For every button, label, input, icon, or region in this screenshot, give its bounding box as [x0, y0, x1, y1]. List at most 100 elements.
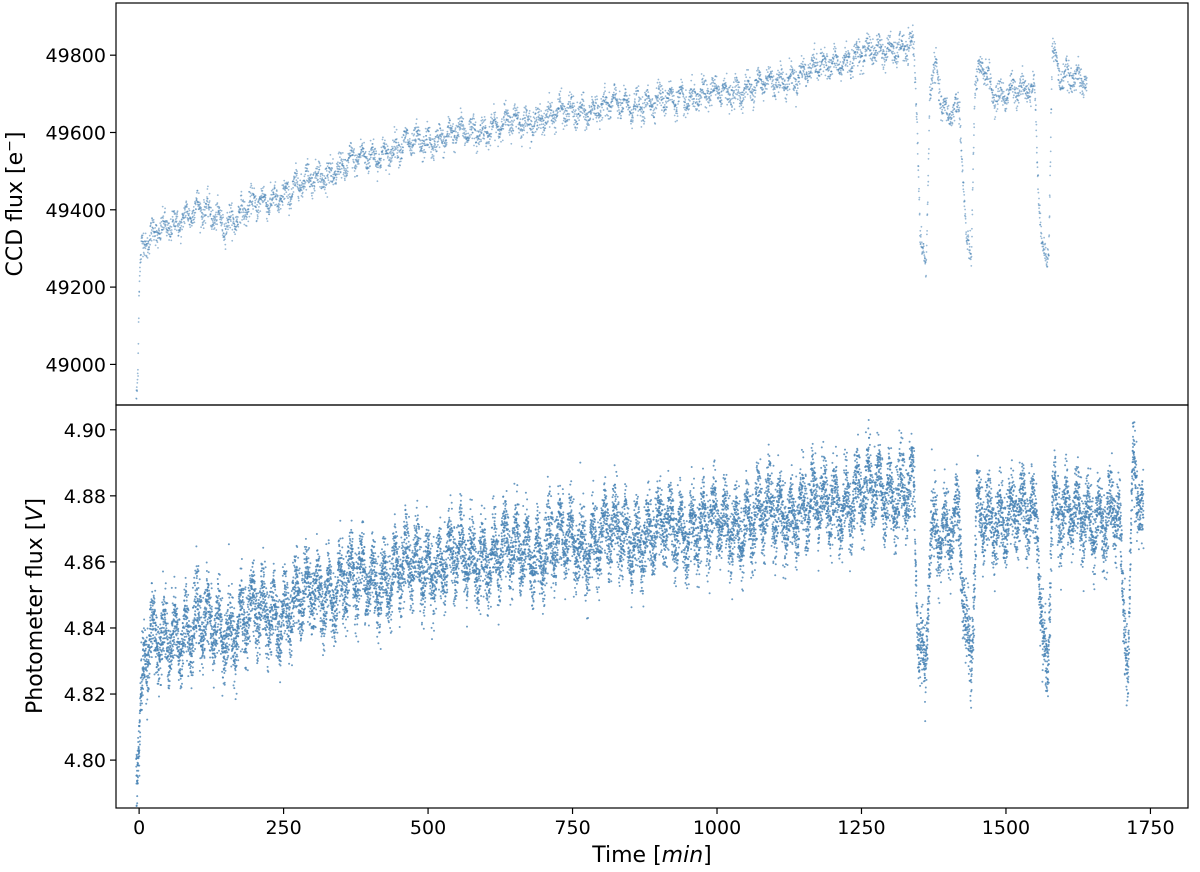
- ccd-flux-point: [154, 244, 157, 247]
- ccd-flux-point: [213, 227, 216, 229]
- ccd-flux-point: [809, 62, 812, 65]
- ccd-flux-point: [578, 108, 580, 111]
- ccd-flux-point: [1035, 151, 1038, 154]
- ccd-flux-point: [425, 138, 428, 141]
- ccd-flux-point: [915, 103, 918, 105]
- ccd-flux-point: [733, 108, 736, 111]
- ccd-flux-point: [795, 71, 797, 73]
- ccd-flux-point: [203, 209, 206, 211]
- ccd-flux-point: [399, 164, 401, 167]
- ccd-flux-point: [141, 234, 144, 237]
- ccd-flux-point: [641, 96, 644, 98]
- ccd-flux-point: [530, 123, 533, 126]
- ccd-flux-point: [986, 83, 989, 86]
- ccd-flux-point: [372, 138, 375, 141]
- ccd-flux-point: [627, 108, 629, 111]
- ccd-flux-point: [660, 92, 662, 95]
- ccd-flux-point: [272, 201, 275, 204]
- ccd-flux-point: [988, 67, 990, 70]
- ccd-flux-point: [914, 87, 917, 90]
- ccd-flux-point: [967, 234, 970, 237]
- ccd-flux-point: [943, 106, 946, 109]
- ccd-flux-point: [559, 110, 561, 113]
- ccd-flux-point: [535, 106, 537, 109]
- ccd-flux-point: [482, 128, 484, 130]
- ccd-flux-point: [936, 73, 939, 76]
- ccd-flux-point: [889, 30, 892, 33]
- ccd-flux-point: [1022, 75, 1025, 78]
- ccd-flux-point: [256, 204, 258, 206]
- ccd-flux-point: [1013, 94, 1015, 97]
- ccd-flux-point: [1034, 99, 1036, 102]
- ccd-flux-point: [829, 65, 832, 68]
- ccd-flux-point: [569, 91, 571, 93]
- ccd-flux-point: [297, 199, 300, 202]
- ccd-flux-point: [454, 129, 457, 131]
- ccd-flux-point: [186, 206, 188, 208]
- ccd-flux-point: [266, 220, 269, 223]
- ccd-flux-point: [298, 184, 301, 187]
- ccd-flux-point: [372, 146, 374, 149]
- ccd-flux-point: [327, 177, 329, 179]
- ccd-flux-point: [710, 88, 713, 90]
- ccd-flux-point: [680, 78, 682, 81]
- ccd-flux-point: [916, 121, 919, 123]
- ccd-flux-point: [658, 98, 661, 100]
- ccd-flux-point: [546, 113, 548, 115]
- ccd-flux-point: [421, 150, 424, 152]
- ccd-flux-point: [883, 64, 886, 66]
- ccd-flux-point: [561, 122, 564, 125]
- ccd-flux-point: [806, 81, 809, 84]
- ccd-flux-point: [1033, 83, 1036, 85]
- ccd-flux-point: [161, 226, 164, 229]
- ccd-flux-point: [172, 219, 175, 222]
- ccd-flux-point: [581, 103, 584, 106]
- ccd-flux-point: [415, 118, 418, 120]
- ccd-flux-point: [178, 222, 180, 225]
- ccd-flux-point: [616, 110, 619, 112]
- ccd-flux-point: [869, 49, 872, 52]
- ccd-flux-point: [898, 41, 900, 44]
- ccd-flux-point: [176, 213, 178, 216]
- ccd-flux-point: [607, 102, 610, 104]
- ccd-flux-point: [522, 124, 525, 127]
- ccd-flux-point: [889, 49, 892, 52]
- ccd-flux-point: [452, 139, 455, 142]
- ccd-flux-point: [426, 120, 429, 123]
- ccd-flux-point: [760, 78, 763, 81]
- ccd-flux-point: [913, 47, 915, 50]
- ccd-flux-point: [162, 217, 165, 219]
- ccd-flux-point: [356, 174, 359, 177]
- ccd-flux-point: [734, 72, 737, 75]
- ccd-flux-point: [235, 229, 238, 232]
- ccd-flux-point: [526, 109, 528, 112]
- ccd-flux-point: [945, 99, 947, 102]
- ccd-flux-point: [610, 106, 613, 109]
- ccd-flux-point: [1036, 166, 1039, 169]
- ccd-flux-point: [932, 74, 934, 77]
- ccd-flux-point: [325, 183, 328, 186]
- ccd-flux-point: [1047, 249, 1049, 251]
- ccd-flux-point: [572, 102, 575, 105]
- ccd-flux-point: [781, 73, 783, 76]
- ccd-flux-point: [715, 84, 718, 87]
- ccd-flux-point: [181, 228, 184, 231]
- ccd-flux-point: [1021, 65, 1024, 67]
- ccd-flux-point: [793, 89, 795, 92]
- ccd-flux-point: [833, 42, 836, 45]
- ccd-flux-point: [437, 138, 440, 140]
- ccd-flux-point: [1003, 98, 1006, 100]
- ccd-flux-point: [496, 123, 499, 126]
- ccd-flux-point: [569, 103, 572, 105]
- ccd-flux-point: [744, 96, 746, 98]
- ccd-flux-point: [952, 113, 955, 116]
- ccd-flux-point: [254, 202, 256, 204]
- ccd-flux-point: [604, 82, 606, 85]
- ccd-flux-point: [142, 255, 144, 258]
- ccd-flux-point: [875, 54, 878, 57]
- ccd-flux-point: [852, 49, 855, 52]
- ccd-flux-point: [1048, 234, 1051, 237]
- ccd-flux-point: [265, 201, 268, 204]
- ccd-flux-point: [288, 193, 291, 195]
- ccd-flux-point: [429, 139, 432, 142]
